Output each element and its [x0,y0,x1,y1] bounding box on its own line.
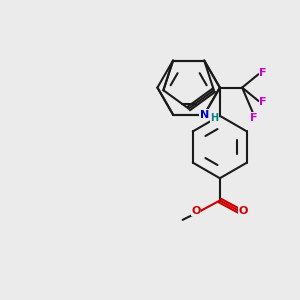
Text: F: F [250,113,258,123]
Text: N: N [200,110,209,120]
Text: O: O [191,206,201,216]
Text: H: H [211,112,219,123]
Text: O: O [239,206,248,216]
Text: F: F [259,68,267,78]
Text: F: F [259,98,267,107]
